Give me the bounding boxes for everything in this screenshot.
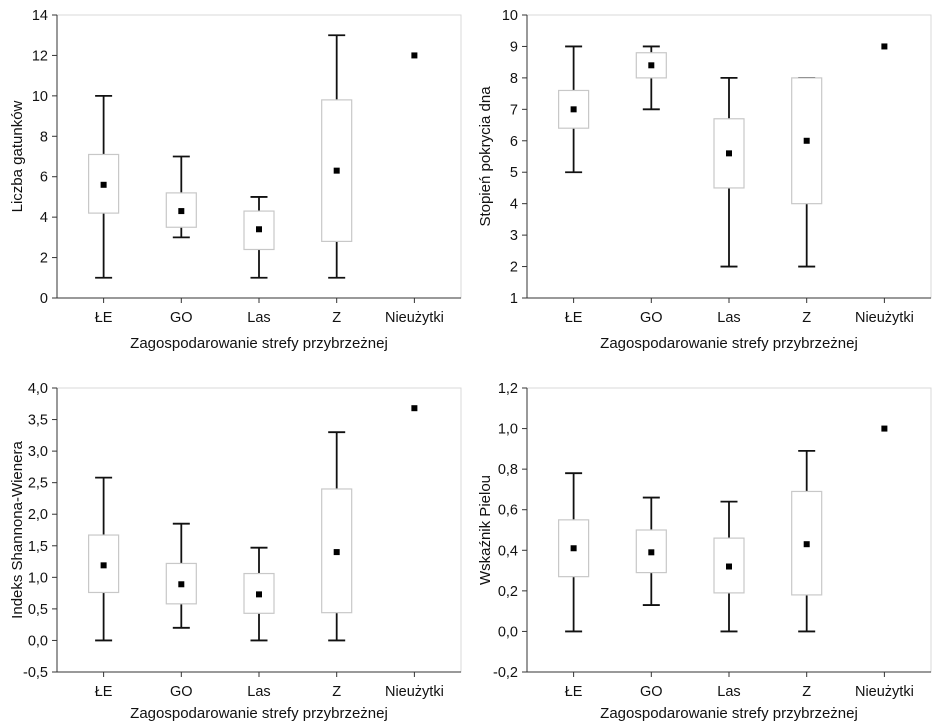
y-tick-label: 2 bbox=[510, 260, 518, 276]
mean-marker bbox=[881, 43, 888, 50]
chart-panel-3: -0,5 0,0 0,5 1,0 1,5 2,0 2,5 3,0 3,5 4,0 ŁE GO Las Z N… bbox=[9, 381, 462, 722]
y-tick-label: 8 bbox=[40, 129, 48, 145]
y-tick-label: 6 bbox=[510, 134, 518, 150]
chart-panel-1: 0 2 4 6 8 10 12 14 ŁE GO Las Z Nieużytki Zagospodarow… bbox=[9, 8, 462, 352]
x-axis-title: Zagospodarowanie strefy przybrzeżnej bbox=[600, 335, 858, 352]
mean-marker bbox=[570, 545, 577, 552]
mean-marker bbox=[881, 425, 888, 432]
mean-marker bbox=[803, 541, 810, 548]
x-axis-title: Zagospodarowanie strefy przybrzeżnej bbox=[600, 705, 858, 722]
y-tick-label: 8 bbox=[510, 71, 518, 87]
y-tick-label: 0,2 bbox=[498, 584, 518, 600]
x-tick-label: Las bbox=[717, 310, 740, 326]
y-tick-label: 0 bbox=[40, 291, 48, 307]
y-tick-label: 4 bbox=[40, 210, 48, 226]
y-tick-label: 10 bbox=[502, 8, 518, 24]
y-tick-label: 1,5 bbox=[28, 539, 48, 555]
y-tick-label: 6 bbox=[40, 170, 48, 186]
y-tick-label: 3,0 bbox=[28, 444, 48, 460]
mean-marker bbox=[411, 405, 418, 412]
y-tick-label: 12 bbox=[32, 48, 48, 64]
y-tick-label: 0,6 bbox=[498, 503, 518, 519]
chart-panel-4: -0,2 0,0 0,2 0,4 0,6 0,8 1,0 1,2 ŁE GO Las Z Nieużyt… bbox=[477, 381, 932, 722]
y-tick-label: 2,0 bbox=[28, 507, 48, 523]
y-tick-label: 1,2 bbox=[498, 381, 518, 397]
y-tick-label: 1 bbox=[510, 291, 518, 307]
mean-marker bbox=[333, 167, 340, 174]
x-tick-label: GO bbox=[640, 310, 663, 326]
mean-marker bbox=[256, 591, 262, 598]
y-tick-label: 0,8 bbox=[498, 462, 518, 478]
y-tick-label: 0,4 bbox=[498, 543, 518, 559]
y-axis-title: Liczba gatunków bbox=[9, 100, 26, 212]
x-axis-title: Zagospodarowanie strefy przybrzeżnej bbox=[130, 705, 388, 722]
box-iqr bbox=[243, 210, 275, 251]
mean-marker bbox=[726, 150, 732, 157]
mean-marker bbox=[803, 137, 810, 144]
mean-marker bbox=[256, 226, 262, 233]
mean-marker bbox=[726, 563, 732, 570]
x-tick-label: GO bbox=[640, 684, 663, 700]
y-axis-title: Wskaźnik Pielou bbox=[477, 475, 494, 585]
x-tick-label: Z bbox=[332, 310, 341, 326]
y-tick-label: 2 bbox=[40, 251, 48, 267]
y-tick-label: 3,5 bbox=[28, 413, 48, 429]
x-tick-label: Nieużytki bbox=[385, 684, 444, 700]
x-tick-label: Nieużytki bbox=[855, 684, 914, 700]
y-tick-label: 0,0 bbox=[28, 633, 48, 649]
y-axis-title: Indeks Shannona-Wienera bbox=[9, 441, 26, 619]
x-tick-label: GO bbox=[170, 310, 193, 326]
mean-marker bbox=[100, 562, 107, 569]
mean-marker bbox=[648, 549, 655, 556]
y-tick-label: 9 bbox=[510, 39, 518, 55]
x-tick-label: ŁE bbox=[95, 684, 113, 700]
y-tick-label: -0,5 bbox=[23, 665, 48, 681]
y-tick-label: 1,0 bbox=[498, 422, 518, 438]
x-tick-label: Las bbox=[247, 310, 270, 326]
y-tick-label: -0,2 bbox=[493, 665, 518, 681]
x-tick-label: Nieużytki bbox=[855, 310, 914, 326]
mean-marker bbox=[411, 52, 418, 59]
mean-marker bbox=[178, 581, 185, 588]
mean-marker bbox=[333, 549, 340, 556]
y-tick-label: 7 bbox=[510, 102, 518, 118]
y-tick-label: 3 bbox=[510, 228, 518, 244]
y-tick-label: 14 bbox=[32, 8, 48, 24]
x-tick-label: Z bbox=[332, 684, 341, 700]
x-tick-label: ŁE bbox=[95, 310, 113, 326]
y-axis-title: Stopień pokrycia dna bbox=[477, 86, 494, 227]
x-tick-label: Z bbox=[802, 310, 811, 326]
y-tick-label: 0,5 bbox=[28, 602, 48, 618]
y-tick-label: 10 bbox=[32, 89, 48, 105]
x-tick-label: ŁE bbox=[565, 310, 583, 326]
chart-panel-2: 1 2 3 4 5 6 7 8 9 10 ŁE GO Las Z Nieużytki Zagospodarow… bbox=[477, 8, 932, 352]
x-tick-label: Las bbox=[247, 684, 270, 700]
x-tick-label: GO bbox=[170, 684, 193, 700]
y-tick-label: 2,5 bbox=[28, 476, 48, 492]
y-tick-label: 4 bbox=[510, 197, 518, 213]
mean-marker bbox=[648, 62, 655, 69]
x-tick-label: ŁE bbox=[565, 684, 583, 700]
y-tick-label: 5 bbox=[510, 165, 518, 181]
mean-marker bbox=[178, 208, 185, 215]
x-tick-label: Nieużytki bbox=[385, 310, 444, 326]
mean-marker bbox=[570, 106, 577, 113]
y-tick-label: 0,0 bbox=[498, 624, 518, 640]
y-tick-label: 4,0 bbox=[28, 381, 48, 397]
x-tick-label: Las bbox=[717, 684, 740, 700]
x-axis-title: Zagospodarowanie strefy przybrzeżnej bbox=[130, 335, 388, 352]
mean-marker bbox=[100, 181, 107, 188]
y-tick-label: 1,0 bbox=[28, 570, 48, 586]
x-tick-label: Z bbox=[802, 684, 811, 700]
